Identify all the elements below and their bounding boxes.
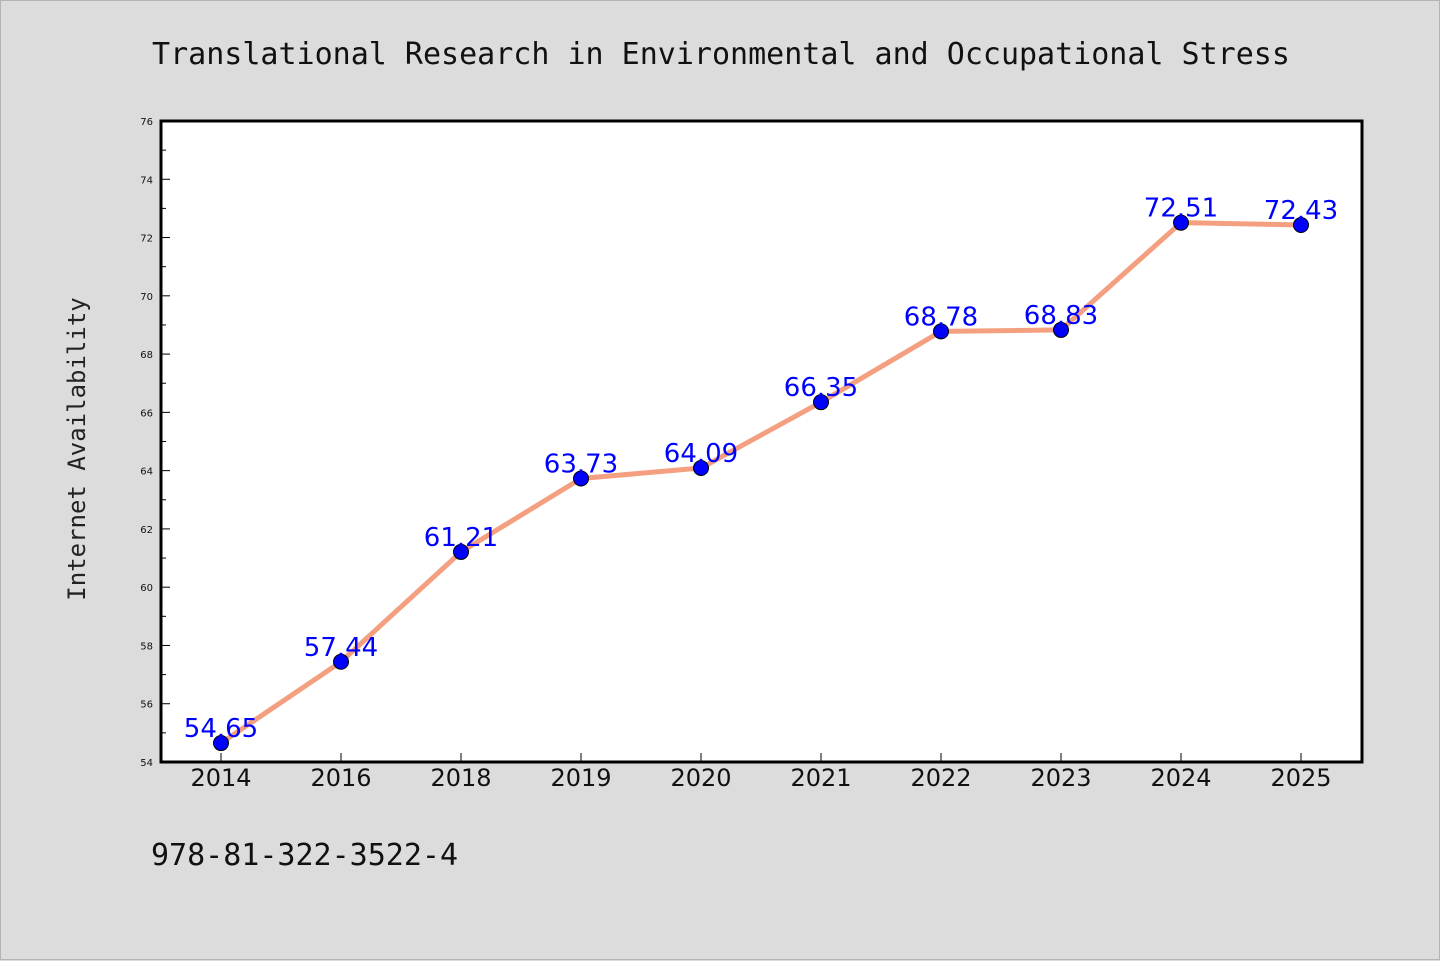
data-label: 61.21 (424, 523, 498, 553)
data-labels-group: 54.65 57.44 61.21 63.73 64.09 66.35 68.78 68.83… (184, 194, 1338, 744)
y-tick-label: 72 (140, 234, 153, 245)
plot-area (159, 119, 1364, 764)
data-point-marker (1293, 217, 1309, 234)
x-tick-label: 2022 (910, 764, 971, 792)
y-tick-label: 60 (140, 583, 153, 594)
x-axis: 2014 2016 2018 2019 2020 2021 2022 2023 2024 2025 (190, 753, 1332, 792)
data-label: 64.09 (664, 439, 738, 469)
data-label: 63.73 (544, 450, 618, 480)
data-label: 72.43 (1264, 196, 1338, 226)
data-point-marker (813, 394, 829, 411)
isbn-footer-text: 978-81-322-3522-4 (151, 838, 458, 873)
data-point-marker (333, 653, 349, 670)
y-tick-label: 70 (140, 292, 153, 303)
x-tick-label: 2014 (190, 764, 251, 792)
data-point-marker (1173, 214, 1189, 231)
y-tick-label: 54 (140, 758, 153, 769)
data-label: 68.78 (904, 302, 978, 332)
data-label: 57.44 (304, 633, 378, 663)
y-axis: 54 56 58 60 62 64 66 68 70 72 74 76 (140, 117, 170, 769)
data-point-marker (573, 470, 589, 487)
x-tick-label: 2020 (670, 764, 731, 792)
x-tick-label: 2024 (1150, 764, 1211, 792)
y-tick-label: 76 (140, 117, 153, 128)
data-label: 68.83 (1024, 301, 1098, 331)
data-label: 54.65 (184, 714, 258, 744)
x-tick-label: 2019 (550, 764, 611, 792)
y-tick-label: 68 (140, 350, 153, 361)
x-tick-label: 2021 (790, 764, 851, 792)
y-tick-label: 58 (140, 641, 153, 652)
data-label: 72.51 (1144, 194, 1218, 224)
x-tick-label: 2018 (430, 764, 491, 792)
y-tick-label: 66 (140, 408, 153, 419)
data-point-marker (1053, 321, 1069, 338)
y-tick-label: 56 (140, 700, 153, 711)
x-tick-label: 2025 (1270, 764, 1331, 792)
y-tick-label: 64 (140, 467, 153, 478)
y-tick-label: 62 (140, 525, 153, 536)
data-point-marker (213, 735, 229, 752)
x-tick-label: 2023 (1030, 764, 1091, 792)
y-axis-label: Internet Availability (63, 297, 91, 600)
series-line-group (213, 214, 1309, 752)
y-tick-label: 74 (140, 175, 153, 186)
data-point-marker (453, 543, 469, 560)
data-point-marker (693, 460, 709, 477)
chart-title: Translational Research in Environmental … (152, 37, 1290, 72)
data-point-marker (933, 323, 949, 340)
data-label: 66.35 (784, 373, 858, 403)
x-tick-label: 2016 (310, 764, 371, 792)
series-line (218, 220, 1304, 746)
